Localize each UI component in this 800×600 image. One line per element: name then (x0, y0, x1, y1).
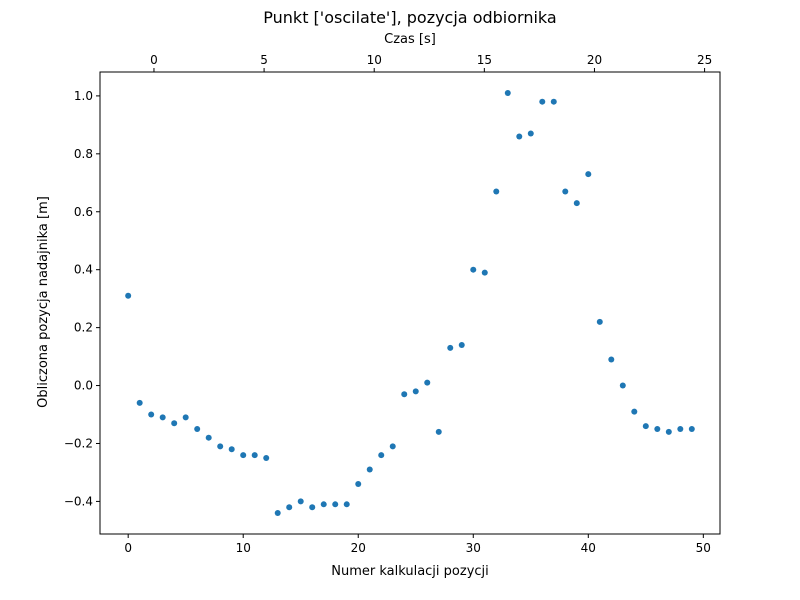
data-point (148, 411, 155, 418)
data-point (194, 426, 201, 432)
data-point (205, 434, 212, 441)
data-point (274, 510, 281, 516)
data-point (458, 342, 465, 348)
data-point (412, 388, 419, 395)
data-point (677, 426, 684, 432)
data-point (343, 501, 350, 508)
data-point (585, 171, 592, 178)
data-point (447, 344, 454, 351)
data-point (332, 501, 339, 508)
data-point (320, 501, 327, 508)
data-point (504, 90, 511, 96)
data-point (217, 443, 224, 450)
data-point (378, 452, 385, 459)
y-tick-label: −0.2 (64, 436, 93, 450)
y-tick-label: 0.8 (74, 147, 93, 161)
chart-title: Punkt ['oscilate'], pozycja odbiornika (263, 8, 556, 27)
data-point (309, 504, 316, 511)
data-point (297, 498, 304, 505)
data-point (608, 356, 615, 363)
data-point (470, 266, 477, 273)
data-point (435, 428, 442, 435)
x-axis-label: Numer kalkulacji pozycji (331, 564, 489, 579)
x-tick-label: 20 (351, 541, 366, 555)
data-point (159, 414, 166, 421)
data-point (527, 130, 534, 137)
data-point (251, 452, 258, 459)
data-point (562, 188, 569, 195)
data-point (493, 188, 500, 195)
y-axis-label: Obliczona pozycja nadajnika [m] (36, 196, 51, 408)
y-tick-label: 0.2 (74, 321, 93, 335)
data-point (171, 420, 178, 427)
top-tick-label: 0 (150, 53, 158, 67)
x-tick-label: 40 (581, 541, 596, 555)
y-tick-label: −0.4 (64, 494, 93, 508)
data-point (240, 452, 247, 459)
data-point (619, 382, 626, 389)
top-tick-label: 25 (697, 53, 712, 67)
x-tick-label: 50 (696, 541, 711, 555)
data-point (596, 318, 603, 325)
data-point (539, 98, 546, 105)
data-point (228, 446, 235, 453)
data-point (642, 423, 649, 430)
data-points (125, 90, 695, 516)
data-point (424, 379, 431, 386)
y-tick-label: 0.4 (74, 263, 93, 277)
data-point (550, 98, 557, 105)
data-point (125, 292, 132, 299)
axis-ticks: 0 10 20 30 40 50 0 5 10 15 20 25 −0.4 −0.2 0.0 0.2 0.4 0.… (64, 53, 712, 555)
data-point (366, 466, 373, 473)
data-point (631, 408, 638, 415)
x-tick-label: 30 (466, 541, 481, 555)
data-point (665, 428, 672, 435)
data-point (481, 269, 488, 276)
data-point (263, 454, 270, 461)
plot-area-frame (99, 71, 721, 535)
x-tick-label: 0 (124, 541, 132, 555)
y-tick-label: 1.0 (74, 89, 93, 103)
data-point (136, 399, 143, 406)
data-point (654, 426, 661, 432)
data-point (286, 504, 293, 511)
data-point (573, 200, 580, 207)
data-point (688, 426, 695, 432)
data-point (389, 443, 396, 450)
data-point (516, 133, 523, 140)
data-point (182, 414, 189, 421)
top-axis-label: Czas [s] (384, 32, 436, 47)
y-tick-label: 0.0 (74, 379, 93, 393)
top-tick-label: 10 (367, 53, 382, 67)
x-tick-label: 10 (236, 541, 251, 555)
y-tick-label: 0.6 (74, 205, 93, 219)
top-tick-label: 15 (477, 53, 492, 67)
data-point (355, 481, 362, 488)
top-tick-label: 5 (260, 53, 268, 67)
data-point (401, 391, 408, 398)
top-tick-label: 20 (587, 53, 602, 67)
